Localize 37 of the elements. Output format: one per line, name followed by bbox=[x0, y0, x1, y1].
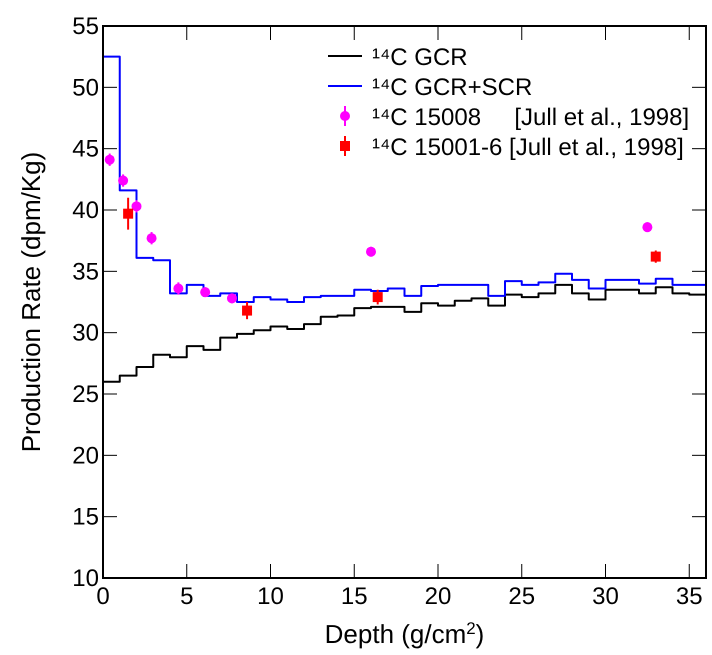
x-tick-label: 10 bbox=[257, 583, 284, 610]
legend-label: ¹⁴C GCR+SCR bbox=[372, 74, 532, 101]
point bbox=[366, 246, 376, 257]
point bbox=[242, 306, 252, 316]
y-tick-label: 20 bbox=[72, 442, 99, 470]
y-tick-label: 35 bbox=[72, 258, 99, 286]
point bbox=[173, 284, 184, 294]
y-axis-title: Production Rate (dpm/Kg) bbox=[16, 152, 46, 452]
y-tick-label: 10 bbox=[72, 565, 99, 592]
x-tick-label: 35 bbox=[676, 583, 703, 610]
x-tick-label: 25 bbox=[508, 583, 536, 610]
x-tick-label: 0 bbox=[96, 583, 110, 610]
y-tick-label: 25 bbox=[72, 381, 99, 408]
legend-label: ¹⁴C 15001-6 [Jull et al., 1998] bbox=[372, 134, 684, 161]
legend-label: ¹⁴C 15008 [Jull et al., 1998] bbox=[372, 104, 690, 131]
point bbox=[118, 176, 128, 186]
y-tick-label: 55 bbox=[72, 13, 99, 40]
x-tick-label: 5 bbox=[180, 583, 194, 610]
x-tick-label: 20 bbox=[424, 583, 452, 610]
point bbox=[200, 287, 210, 298]
point bbox=[123, 208, 134, 219]
y-tick-label: 45 bbox=[72, 136, 99, 163]
x-tick-label: 15 bbox=[340, 583, 368, 610]
y-tick-label: 15 bbox=[72, 504, 99, 531]
point bbox=[226, 293, 237, 304]
point bbox=[132, 201, 142, 212]
legend-label: ¹⁴C GCR bbox=[372, 44, 468, 71]
y-tick-label: 50 bbox=[72, 74, 99, 102]
x-axis-title: Depth (g/cm$^{2}$) bbox=[324, 618, 484, 649]
x-tick-label: 30 bbox=[592, 583, 619, 610]
point bbox=[642, 222, 652, 232]
y-tick-label: 30 bbox=[72, 320, 99, 347]
point bbox=[146, 233, 157, 244]
point bbox=[104, 154, 115, 165]
y-tick-label: 40 bbox=[72, 197, 99, 224]
point bbox=[372, 292, 383, 302]
point bbox=[650, 252, 661, 262]
